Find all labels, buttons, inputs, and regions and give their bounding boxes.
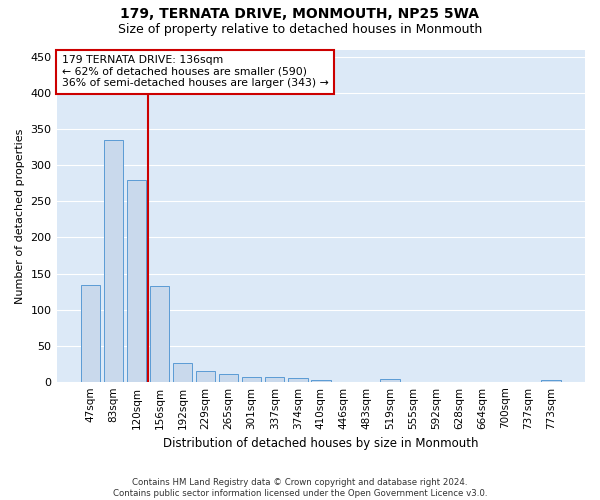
Bar [265,378,284,382]
Bar [541,380,561,382]
X-axis label: Distribution of detached houses by size in Monmouth: Distribution of detached houses by size … [163,437,479,450]
Bar [173,363,193,382]
Text: Size of property relative to detached houses in Monmouth: Size of property relative to detached ho… [118,22,482,36]
Text: 179 TERNATA DRIVE: 136sqm
← 62% of detached houses are smaller (590)
36% of semi: 179 TERNATA DRIVE: 136sqm ← 62% of detac… [62,55,329,88]
Bar [196,371,215,382]
Bar [149,286,169,382]
Bar [219,374,238,382]
Bar [311,380,331,382]
Bar [242,376,262,382]
Bar [104,140,123,382]
Bar [80,285,100,382]
Text: 179, TERNATA DRIVE, MONMOUTH, NP25 5WA: 179, TERNATA DRIVE, MONMOUTH, NP25 5WA [121,8,479,22]
Y-axis label: Number of detached properties: Number of detached properties [15,128,25,304]
Bar [380,379,400,382]
Bar [288,378,308,382]
Text: Contains HM Land Registry data © Crown copyright and database right 2024.
Contai: Contains HM Land Registry data © Crown c… [113,478,487,498]
Bar [127,180,146,382]
